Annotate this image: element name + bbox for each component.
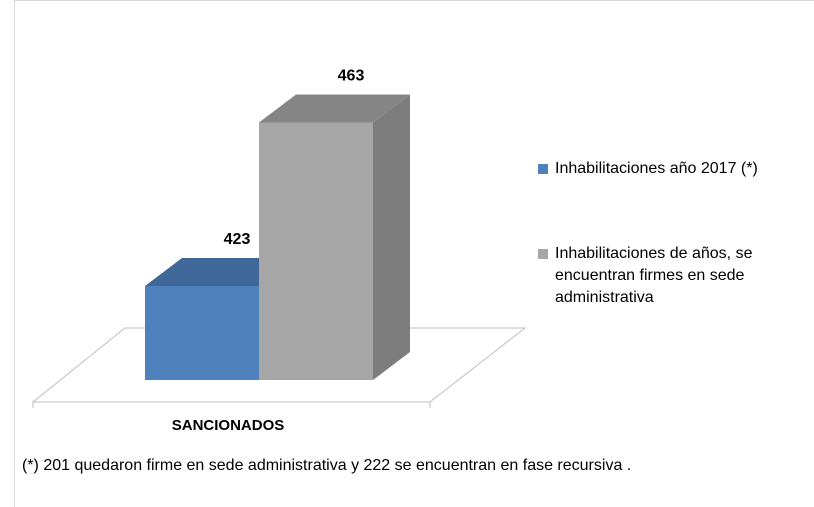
bar <box>145 285 259 380</box>
legend-item: Inhabilitaciones año 2017 (*) <box>538 158 808 180</box>
bar-top <box>259 94 410 123</box>
legend-swatch <box>538 249 548 259</box>
legend-swatch <box>538 164 548 174</box>
chart-border <box>14 0 814 507</box>
bar <box>259 122 373 381</box>
data-label: 423 <box>224 231 251 248</box>
bar-top <box>145 257 296 286</box>
legend-label: Inhabilitaciones de años, se encuentran … <box>555 245 753 306</box>
legend-item: Inhabilitaciones de años, se encuentran … <box>538 243 808 309</box>
x-tick-label: SANCIONADOS <box>172 417 285 434</box>
bar-side <box>373 94 410 381</box>
footnote: (*) 201 quedaron firme en sede administr… <box>22 457 631 474</box>
data-label: 463 <box>338 68 365 85</box>
legend-label: Inhabilitaciones año 2017 (*) <box>555 160 758 177</box>
